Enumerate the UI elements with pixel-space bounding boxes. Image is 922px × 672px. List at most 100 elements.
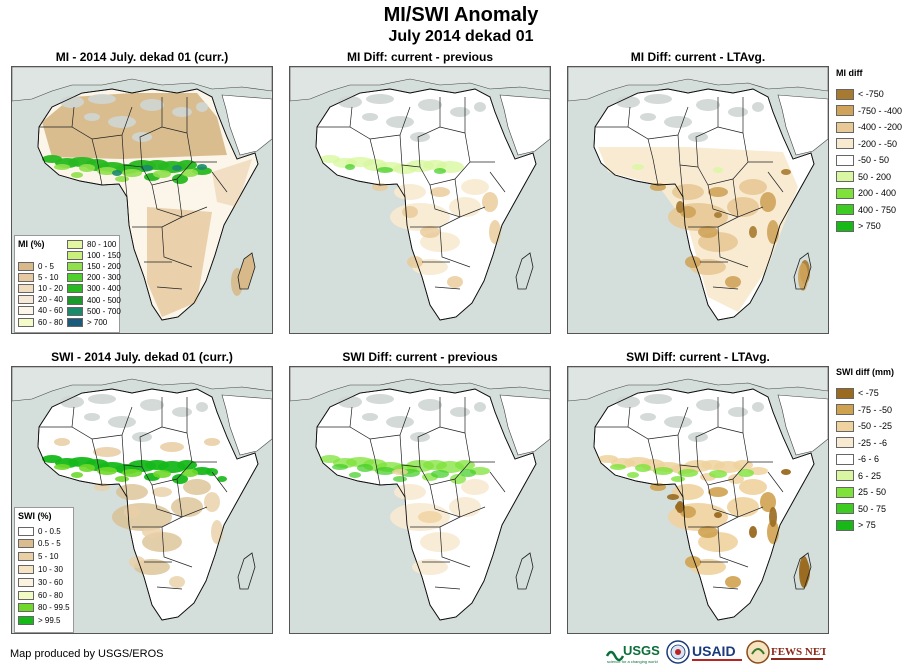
moisture-very-wet-patch [112,170,122,176]
country-border [695,397,719,468]
desert-grey-patch [338,396,362,408]
mi-legend-item: 10 - 20 [18,283,63,293]
legend-swatch [18,564,34,574]
country-border [71,106,75,128]
diff-positive-patch [738,469,754,477]
diff-negative-patch [728,474,744,484]
legend-label: -6 - 6 [858,454,880,465]
usgs-logo-text: USGS [623,643,660,658]
country-border [317,426,376,460]
country-border [429,484,486,518]
desert-grey-patch [410,132,430,142]
mi-legend-title: MI (%) [18,239,45,249]
country-border [151,184,208,218]
madagascar-outline [793,552,812,590]
desert-grey-patch [696,99,720,111]
legend-swatch [67,295,83,305]
country-border [161,526,193,568]
desert-grey-patch [450,407,470,417]
legend-swatch [836,453,854,465]
country-border [71,406,75,428]
desert-grey-patch [132,132,152,142]
desert-grey-patch [474,102,486,112]
diff-positive-patch [671,476,685,482]
swi-legend-item: > 99.5 [18,616,60,626]
southern-dry-zone [147,207,212,317]
swi-low-patch [171,497,203,517]
legend-swatch [18,261,34,271]
country-border [707,184,764,218]
mi-diff-legend-item: 200 - 400 [836,185,902,202]
swi-wet-patch [122,469,142,477]
diff-negative-patch [708,487,728,497]
diff-strong-negative-patch [781,469,791,475]
country-border [161,226,193,268]
fewsnet-logo: FEWS NET [746,638,826,666]
country-border [697,161,749,186]
desert-grey-patch [450,107,470,117]
desert-grey-patch [644,394,672,404]
swi-diff-legend-item: -6 - 6 [836,451,894,468]
country-border [96,458,103,486]
europe-landmass [290,367,550,402]
legend-swatch [836,519,854,531]
legend-swatch [67,273,83,283]
desert-grey-patch [108,116,136,128]
africa-map [290,367,550,633]
africa-map [568,67,828,333]
swi-diff-legend-item: -25 - -6 [836,435,894,452]
country-border [454,178,461,218]
legend-label: 200 - 300 [87,273,121,283]
desert-grey-patch [640,113,656,121]
legend-swatch [836,420,854,432]
diff-negative-patch [407,256,423,268]
swi-legend: SWI (%) 0 - 0.5 0.5 - 5 5 - 10 10 - 30 30 - … [14,507,74,633]
desert-grey-patch [132,432,152,442]
swi-diff-legend-item: > 75 [836,517,894,534]
diff-negative-patch [430,187,450,197]
swi-low-patch [169,576,185,588]
mi-legend-item: 100 - 150 [67,250,121,260]
panel-title-swi-diff-previous: SWI Diff: current - previous [342,350,498,364]
legend-label: 0 - 0.5 [38,526,61,536]
legend-swatch [67,250,83,260]
legend-swatch [67,239,83,249]
desert-grey-patch [88,94,116,104]
europe-landmass [12,367,272,402]
legend-label: 6 - 25 [858,470,882,481]
swi-wet-patch [182,469,198,477]
legend-swatch [836,437,854,449]
diff-negative-patch [394,484,426,500]
country-border [401,464,406,498]
mi-diff-legend-item: -50 - 50 [836,152,902,169]
legend-label: 20 - 40 [38,295,63,305]
mi-diff-legend: MI diff < -750 -750 - -400 -400 - -200 -200… [836,68,902,235]
diff-positive-patch [632,164,644,170]
credit-text: Map produced by USGS/EROS [10,648,164,660]
desert-grey-patch [362,113,378,121]
country-border [627,106,631,128]
country-border [489,171,506,193]
diff-strong-negative-patch [749,226,757,238]
diff-positive-patch [610,464,626,470]
legend-swatch [18,317,34,327]
mi-diff-legend-item: -750 - -400 [836,103,902,120]
country-border [141,161,193,186]
legend-swatch [836,387,854,399]
desert-grey-patch [196,102,208,112]
mi-legend-item: 200 - 300 [67,273,121,283]
africa-coastline [315,88,537,321]
diff-negative-patch [698,226,718,238]
country-border [374,458,381,486]
diff-positive-patch [709,470,727,478]
diff-positive-patch [678,469,698,477]
legend-label: 30 - 60 [38,577,63,587]
country-border [349,106,353,128]
diff-negative-patch [402,206,418,218]
map-panel-swi-current: SWI (%) 0 - 0.5 0.5 - 5 5 - 10 10 - 30 30 - … [11,366,273,634]
swi-dry-patch [204,438,220,446]
mi-legend-item: 300 - 400 [67,284,121,294]
diff-positive-patch [377,167,393,173]
legend-label: 50 - 200 [858,171,892,182]
country-border [419,161,471,186]
